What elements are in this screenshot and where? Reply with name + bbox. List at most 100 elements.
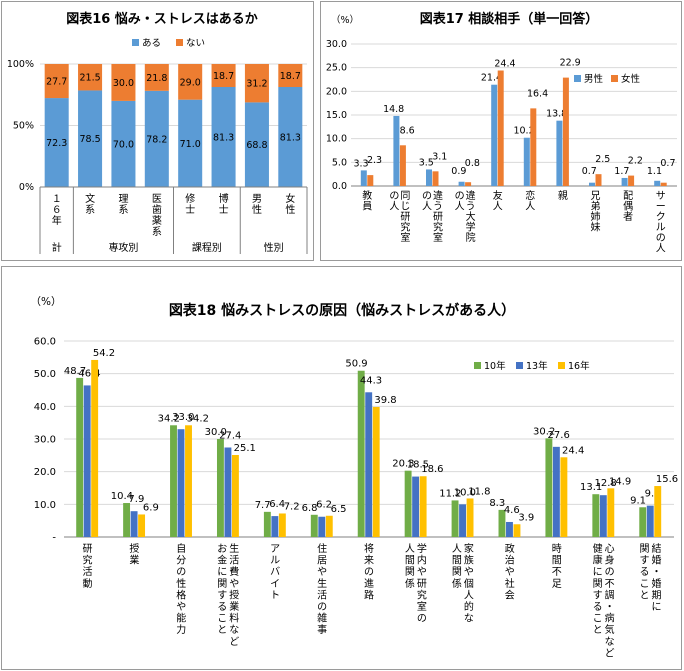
bar-chart-18: 図表18 悩みストレスの原因（悩みストレスがある人） （%） - 10.0 20.0 30…: [31, 296, 679, 659]
x-tick-label: 能: [176, 612, 186, 625]
data-label: 81.3: [213, 133, 234, 144]
data-label: 48.7: [64, 366, 86, 377]
bar-segment: [211, 64, 236, 88]
x-tick-label: 力: [176, 623, 186, 636]
bar: [426, 169, 432, 186]
bar: [83, 385, 91, 537]
data-label: 4.6: [504, 505, 520, 516]
x-tick-label: 室: [400, 231, 410, 244]
x-tick-label: 会: [505, 588, 515, 601]
legend-swatch: [132, 39, 139, 46]
x-tick-label: ー: [656, 202, 666, 213]
bar: [216, 439, 224, 537]
x-tick-label: 研: [417, 578, 427, 590]
x-tick-label: 居: [317, 555, 327, 567]
x-tick-label: や: [464, 566, 474, 578]
x-tick-label: に: [593, 566, 603, 578]
data-label: 18.6: [421, 464, 443, 475]
x-tick-label: 分: [176, 555, 186, 567]
x-tick-label: こ: [593, 614, 603, 625]
data-label: 13.8: [546, 109, 567, 120]
data-label: 29.0: [180, 77, 201, 88]
data-label: 6.8: [302, 503, 318, 514]
x-tick-label: １: [52, 194, 62, 205]
legend-label: 10年: [484, 360, 506, 372]
bar: [639, 507, 647, 537]
x-tick-label: 格: [176, 588, 186, 601]
data-label: 54.2: [93, 348, 115, 359]
data-label: 6.9: [143, 502, 159, 513]
x-tick-label: 士: [185, 203, 195, 216]
bar: [271, 516, 279, 537]
x-tick-label: の: [417, 614, 427, 625]
x-tick-label: の: [389, 191, 399, 202]
x-tick-label: の: [176, 567, 186, 578]
x-tick-label: の: [455, 191, 465, 202]
data-label: 10.2: [513, 126, 534, 137]
data-label: 2.5: [595, 154, 610, 165]
x-tick-label: や: [317, 566, 327, 578]
bar-segment: [178, 64, 203, 100]
x-tick-label: こ: [217, 614, 227, 625]
x-tick-label: 人: [405, 543, 415, 555]
data-label: 68.8: [246, 140, 267, 151]
data-label: 6.2: [316, 500, 332, 511]
x-tick-label: 政: [505, 542, 515, 555]
data-label: 10.4: [111, 491, 133, 502]
stacked-bar-chart-16: 図表16 悩み・ストレスはあるか 0% 50% 100% ある ない 72.3 27.7 １６年…: [7, 11, 308, 254]
bar: [497, 70, 504, 186]
y-axis-unit: （%）: [31, 296, 62, 308]
bar: [231, 455, 239, 537]
x-tick-label: 院: [466, 231, 476, 244]
bar: [91, 359, 99, 537]
y-tick-label: 50%: [13, 121, 34, 132]
x-tick-label: 室: [433, 231, 443, 244]
y-tick-label: 0.0: [332, 181, 347, 192]
legend-swatch: [611, 75, 618, 82]
x-tick-label: 究: [400, 221, 410, 234]
data-label: 71.0: [180, 139, 201, 150]
x-tick-label: 事: [317, 623, 327, 636]
x-tick-label: 係: [405, 578, 415, 590]
x-tick-label: ど: [229, 636, 239, 648]
bar: [628, 175, 635, 186]
data-label: 34.2: [187, 413, 209, 424]
bar: [138, 514, 146, 537]
x-tick-label: 的: [464, 600, 474, 613]
data-label: 9.6: [645, 489, 661, 500]
x-tick-label: 配: [623, 190, 633, 202]
data-label: 7.2: [284, 501, 300, 512]
legend-label: 女性: [621, 73, 641, 85]
x-tick-label: 動: [82, 577, 92, 590]
x-tick-label: 治: [505, 554, 515, 567]
data-label: 30.2: [533, 426, 555, 437]
y-tick-label: 100%: [7, 59, 34, 70]
x-tick-label: 人: [464, 589, 474, 601]
bar: [621, 177, 628, 186]
bar-segment: [144, 64, 169, 91]
legend-label: 16年: [568, 360, 590, 372]
x-tick-label: 生: [317, 577, 327, 590]
data-label: 2.3: [367, 155, 382, 166]
x-tick-label: 人: [525, 201, 535, 213]
bar: [419, 476, 427, 537]
bar: [76, 377, 84, 537]
data-label: 8.3: [489, 498, 505, 509]
bar: [357, 370, 365, 537]
chart-title: 図表18 悩みストレスの原因（悩みストレスがある人）: [169, 302, 515, 319]
y-tick-label: 10.0: [34, 500, 56, 511]
bar-chart-17: 図表17 相談相手（単一回答） （%） 0.0 5.0 10.0 15.0 20.0 25.0…: [326, 11, 677, 255]
x-tick-label: 研: [82, 543, 92, 555]
data-label: 72.3: [46, 138, 67, 149]
x-tick-label: 費: [229, 565, 239, 578]
bar: [595, 174, 602, 186]
x-tick-label: 金: [217, 554, 227, 567]
x-tick-label: 医: [152, 193, 162, 205]
x-tick-label: の: [656, 233, 666, 244]
x-tick-label: 薬: [152, 215, 162, 227]
x-tick-label: 授: [129, 542, 139, 555]
bar: [545, 438, 553, 537]
x-tick-label: の: [605, 567, 615, 578]
data-label: 10.0: [454, 487, 476, 498]
bar: [170, 425, 177, 537]
